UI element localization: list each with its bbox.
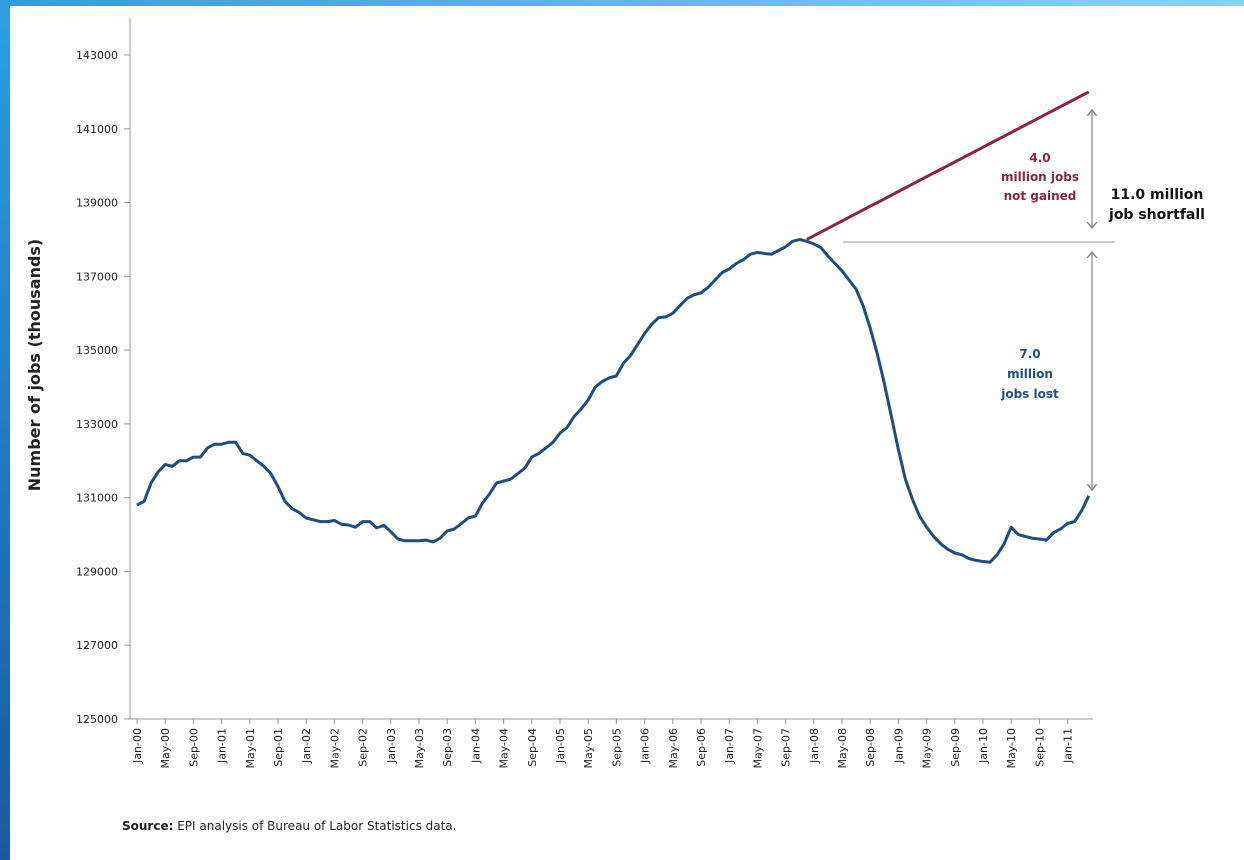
x-tick-label: Jan-04 [469, 728, 482, 764]
annotation: 4.0 [1029, 151, 1050, 165]
x-tick-label: May-03 [413, 728, 426, 769]
y-tick-label: 129000 [76, 565, 118, 578]
x-tick-label: May-07 [751, 728, 764, 769]
x-tick-label: May-01 [244, 728, 257, 769]
x-tick-label: Jan-01 [216, 728, 229, 764]
x-tick-label: May-09 [921, 728, 934, 769]
x-tick-label: Sep-08 [864, 728, 877, 767]
x-tick-label: Jan-05 [554, 728, 567, 764]
x-tick-label: Jan-00 [131, 728, 144, 764]
annotation: not gained [1004, 189, 1077, 203]
y-tick-label: 133000 [76, 418, 118, 431]
x-tick-label: Jan-10 [977, 728, 990, 764]
x-tick-label: Sep-04 [526, 728, 539, 767]
x-tick-label: Jan-02 [300, 728, 313, 764]
y-tick-label: 143000 [76, 49, 118, 62]
annotation: jobs lost [1000, 387, 1059, 401]
x-tick-label: Jan-03 [385, 728, 398, 764]
source: Source: EPI analysis of Bureau of Labor … [122, 819, 456, 833]
y-axis-title: Number of jobs (thousands) [25, 239, 44, 492]
y-tick-label: 131000 [76, 492, 118, 505]
x-tick-label: May-05 [582, 728, 595, 769]
annotation: 11.0 million [1111, 187, 1204, 203]
source-label: Source: [122, 819, 173, 833]
x-tick-label: Sep-00 [187, 728, 200, 767]
x-tick-label: Jan-09 [892, 728, 905, 764]
source-text: EPI analysis of Bureau of Labor Statisti… [173, 819, 456, 833]
x-tick-label: Sep-03 [441, 728, 454, 767]
x-tick-label: May-10 [1005, 728, 1018, 769]
x-tick-label: Sep-09 [949, 728, 962, 767]
y-tick-label: 125000 [76, 713, 118, 726]
annotation: 7.0 [1019, 347, 1040, 361]
x-tick-label: May-02 [328, 728, 341, 769]
x-tick-label: May-06 [667, 728, 680, 769]
left-frame [0, 0, 10, 860]
x-tick-label: Sep-02 [357, 728, 370, 767]
x-tick-label: Sep-05 [610, 728, 623, 767]
x-tick-label: Sep-07 [780, 728, 793, 767]
annotation: million [1007, 367, 1053, 381]
y-tick-label: 127000 [76, 639, 118, 652]
annotation: job shortfall [1108, 207, 1205, 223]
x-tick-label: Jan-08 [808, 728, 821, 764]
series-line [806, 90, 1090, 241]
y-tick-label: 137000 [76, 270, 118, 283]
x-tick-label: May-08 [836, 728, 849, 769]
y-tick-label: 139000 [76, 197, 118, 210]
series-line [136, 237, 1091, 564]
x-tick-label: Jan-06 [639, 728, 652, 764]
x-tick-label: Jan-07 [723, 728, 736, 764]
x-tick-label: May-00 [159, 728, 172, 769]
y-tick-label: 135000 [76, 344, 118, 357]
x-tick-label: Sep-06 [695, 728, 708, 767]
x-tick-label: Sep-10 [1033, 728, 1046, 767]
annotation: million jobs [1001, 170, 1079, 184]
top-frame [0, 0, 1244, 6]
x-tick-label: Jan-11 [1062, 728, 1075, 764]
x-tick-label: May-04 [498, 728, 511, 769]
x-tick-label: Sep-01 [272, 728, 285, 767]
y-tick-label: 141000 [76, 123, 118, 136]
